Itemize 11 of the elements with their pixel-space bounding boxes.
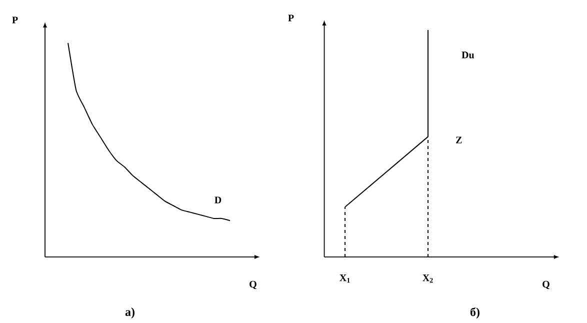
text: б) [470, 307, 480, 319]
y-axis-title: P [12, 16, 18, 24]
text: Z [456, 136, 462, 144]
x-axis-title: Q [542, 280, 550, 290]
series-label: D [214, 196, 222, 204]
x-axis-title: Q [250, 280, 256, 290]
text: Du [462, 52, 474, 58]
text: a) [125, 308, 134, 318]
x-tick-label: X$_{1}$ [340, 274, 350, 283]
x-tick-label: X$_{2}$ [422, 274, 433, 283]
y-axis-title: P [288, 14, 294, 22]
